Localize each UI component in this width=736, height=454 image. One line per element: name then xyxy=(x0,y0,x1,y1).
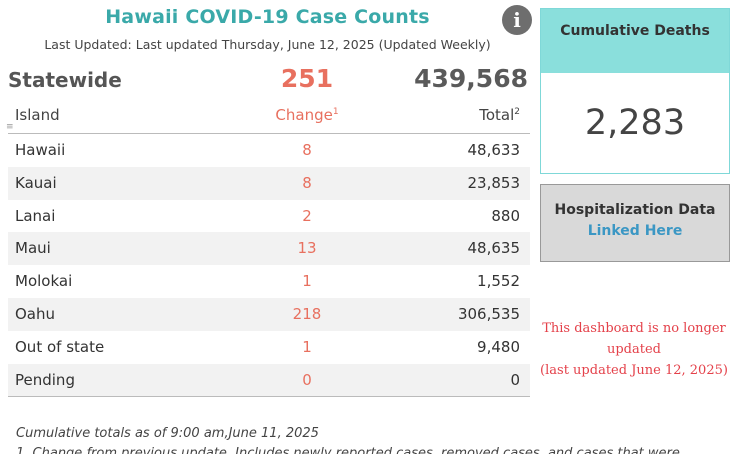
island-name: Out of state xyxy=(15,337,105,356)
island-name: Maui xyxy=(15,239,51,258)
table-row[interactable]: Pending 0 0 xyxy=(8,363,530,397)
hospitalization-link[interactable]: Linked Here xyxy=(587,223,683,239)
island-table: Hawaii 8 48,633 Kauai 8 23,853 Lanai 2 8… xyxy=(8,134,530,397)
island-change: 218 xyxy=(292,304,322,323)
cumulative-note: Cumulative totals as of 9:00 am,June 11,… xyxy=(16,426,319,441)
statewide-change: 251 xyxy=(280,64,334,93)
island-header-label: Island xyxy=(15,106,60,124)
change-footnote-marker: 1 xyxy=(332,107,339,117)
header-divider xyxy=(8,133,530,134)
island-total: 306,535 xyxy=(457,304,520,323)
table-row[interactable]: Oahu 218 306,535 xyxy=(8,297,530,331)
cumulative-deaths-card: Cumulative Deaths 2,283 xyxy=(540,8,730,174)
island-name: Lanai xyxy=(15,206,56,225)
table-row[interactable]: Hawaii 8 48,633 xyxy=(8,134,530,167)
island-change: 0 xyxy=(302,370,312,389)
hospitalization-title: Hospitalization Data xyxy=(554,202,716,218)
island-name: Oahu xyxy=(15,304,56,323)
statewide-total: 439,568 xyxy=(414,64,528,93)
island-change: 8 xyxy=(302,173,312,192)
table-row[interactable]: Maui 13 48,635 xyxy=(8,232,530,266)
notice-line-1: This dashboard is no longer updated xyxy=(542,321,726,357)
table-row[interactable]: Out of state 1 9,480 xyxy=(8,331,530,364)
column-header-change[interactable]: Change1 xyxy=(262,106,352,134)
island-name: Hawaii xyxy=(15,141,66,159)
total-footnote-marker: 2 xyxy=(514,107,520,117)
change-header-label: Change xyxy=(275,106,333,124)
hospitalization-card[interactable]: Hospitalization Data Linked Here xyxy=(540,184,730,262)
island-change: 1 xyxy=(302,272,312,291)
island-total: 880 xyxy=(491,206,520,225)
column-header-island[interactable]: Island xyxy=(15,106,60,134)
island-total: 1,552 xyxy=(477,272,520,291)
table-row[interactable]: Kauai 8 23,853 xyxy=(8,166,530,200)
island-name: Kauai xyxy=(15,173,57,192)
island-total: 48,635 xyxy=(467,239,521,258)
island-total: 0 xyxy=(510,370,520,389)
total-header-label: Total xyxy=(479,106,515,124)
deaths-value: 2,283 xyxy=(584,103,686,143)
deaths-card-title: Cumulative Deaths xyxy=(541,9,729,73)
island-change: 8 xyxy=(302,141,312,159)
last-updated-text: Last Updated: Last updated Thursday, Jun… xyxy=(44,37,491,52)
info-icon[interactable]: i xyxy=(502,5,532,35)
island-change: 13 xyxy=(297,239,317,258)
table-row[interactable]: Lanai 2 880 xyxy=(8,200,530,233)
dashboard-notice: This dashboard is no longer updated (las… xyxy=(536,318,732,381)
column-menu-icon[interactable]: ≡ xyxy=(6,122,14,132)
island-name: Molokai xyxy=(15,272,73,291)
island-change: 2 xyxy=(302,206,312,225)
dashboard-title: Hawaii COVID-19 Case Counts xyxy=(105,6,430,28)
table-bottom-divider xyxy=(8,396,530,397)
island-total: 48,633 xyxy=(467,141,521,159)
island-total: 9,480 xyxy=(477,337,520,356)
island-change: 1 xyxy=(302,337,312,356)
island-total: 23,853 xyxy=(467,173,521,192)
change-footnote: 1. Change from previous update. Includes… xyxy=(16,446,680,454)
column-header-total[interactable]: Total2 xyxy=(420,106,520,134)
notice-line-2: (last updated June 12, 2025) xyxy=(540,363,728,378)
statewide-label: Statewide xyxy=(8,68,122,92)
table-row[interactable]: Molokai 1 1,552 xyxy=(8,265,530,298)
island-name: Pending xyxy=(15,370,75,389)
